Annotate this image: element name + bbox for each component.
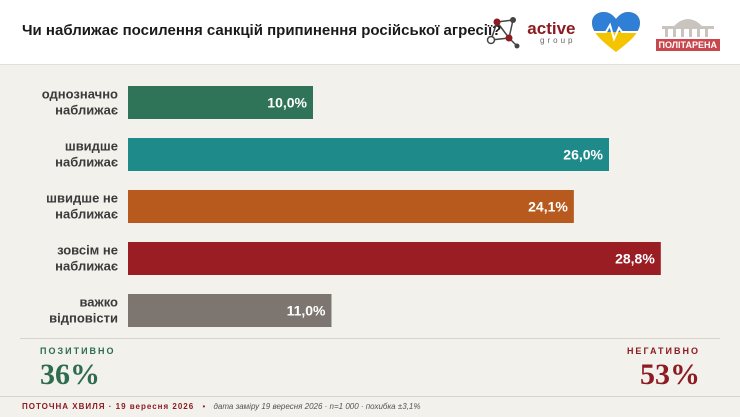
category-label-3: зовсім не наближає bbox=[55, 243, 118, 274]
bar-1 bbox=[128, 138, 609, 171]
category-label-1: швидше наближає bbox=[55, 139, 118, 170]
politarena-label: ПОЛІТАРЕНА bbox=[655, 38, 720, 51]
molecule-icon bbox=[487, 17, 520, 49]
bar-value-label-3: 28,8% bbox=[615, 251, 655, 267]
bar-2 bbox=[128, 190, 574, 223]
bar-value-label-0: 10,0% bbox=[267, 95, 307, 111]
bar-0 bbox=[128, 86, 313, 119]
ukraine-heart-icon bbox=[591, 12, 640, 52]
header: Чи наближає посилення санкцій припинення… bbox=[0, 0, 740, 65]
category-label-0: однозначно наближає bbox=[42, 87, 118, 118]
bar-value-label-4: 11,0% bbox=[287, 303, 326, 319]
negative-label: НЕГАТИВНО bbox=[626, 346, 700, 356]
negative-summary: НЕГАТИВНО 53% bbox=[627, 346, 700, 390]
bar-value-label-2: 24,1% bbox=[528, 199, 568, 215]
active-group-logo: active group bbox=[483, 12, 576, 52]
positive-summary: ПОЗИТИВНО 36% bbox=[40, 346, 116, 390]
footer-separator: • bbox=[202, 402, 206, 411]
page-title: Чи наближає посилення санкцій припинення… bbox=[22, 22, 502, 39]
footer-meta: дата заміру 19 вересня 2026 · n=1 000 · … bbox=[213, 402, 421, 411]
negative-value: 53% bbox=[640, 358, 700, 391]
bar-4 bbox=[128, 294, 332, 327]
active-logo-sub: group bbox=[540, 35, 576, 45]
category-label-4: важко відповісти bbox=[49, 295, 118, 326]
parliament-building-icon bbox=[661, 18, 714, 37]
bar-chart: 10,0% однозначно наближає 26,0% швидше наближ… bbox=[42, 86, 661, 327]
divider bbox=[20, 338, 720, 339]
logos: active group ПОЛІТАРЕН bbox=[483, 8, 720, 56]
politarena-logo: ПОЛІТАРЕНА bbox=[655, 14, 720, 51]
bar-value-label-1: 26,0% bbox=[563, 147, 603, 163]
positive-value: 36% bbox=[40, 358, 100, 391]
positive-label: ПОЗИТИВНО bbox=[40, 346, 116, 356]
footer-wave: ПОТОЧНА ХВИЛЯ · 19 вересня 2026 bbox=[22, 402, 195, 411]
active-logo-name: active bbox=[527, 18, 576, 38]
bar-3 bbox=[128, 242, 661, 275]
category-label-2: швидше не наближає bbox=[46, 191, 118, 222]
footer: ПОТОЧНА ХВИЛЯ · 19 вересня 2026 • дата з… bbox=[0, 396, 740, 417]
